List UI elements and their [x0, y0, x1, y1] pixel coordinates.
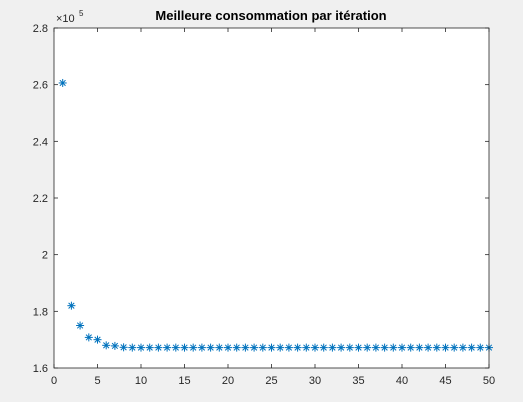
data-point	[354, 343, 363, 352]
data-point	[293, 343, 302, 352]
data-point	[250, 343, 259, 352]
data-point	[432, 343, 441, 352]
data-point	[450, 343, 459, 352]
data-point	[406, 343, 415, 352]
data-point	[458, 343, 467, 352]
y-tick-label: 2.8	[33, 23, 48, 35]
y-tick-label: 2.6	[33, 80, 48, 92]
data-point	[363, 343, 372, 352]
x-tick-label: 20	[222, 375, 234, 387]
data-point	[171, 343, 180, 352]
data-point	[389, 343, 398, 352]
data-point	[224, 343, 232, 352]
data-point	[58, 78, 67, 87]
x-tick-label: 30	[309, 375, 321, 387]
data-point	[415, 343, 424, 352]
data-point	[67, 301, 76, 310]
data-point	[206, 343, 215, 352]
data-point	[424, 343, 433, 352]
data-point	[345, 343, 354, 352]
data-point	[241, 343, 250, 352]
data-point	[93, 335, 102, 344]
x-tick-label: 40	[396, 375, 408, 387]
data-point	[302, 343, 311, 352]
y-tick-label: 1.6	[33, 363, 48, 375]
data-point	[119, 343, 128, 352]
data-point	[319, 343, 328, 352]
x-tick-label: 10	[135, 375, 147, 387]
x-tick-label: 50	[483, 375, 495, 387]
data-point	[76, 321, 85, 330]
y-tick-label: 2.2	[33, 193, 48, 205]
data-point	[197, 343, 206, 352]
x-tick-label: 15	[178, 375, 190, 387]
y-tick-label: 2.4	[33, 136, 48, 148]
data-point	[441, 343, 450, 352]
data-point	[180, 343, 189, 352]
data-point	[328, 343, 337, 352]
plot-area	[54, 28, 489, 368]
data-point	[311, 343, 319, 352]
x-tick-label: 5	[94, 375, 100, 387]
x-tick-label: 35	[352, 375, 364, 387]
data-point	[137, 343, 145, 352]
y-tick-label: 1.8	[33, 306, 48, 318]
data-point	[145, 343, 154, 352]
data-point	[154, 343, 163, 352]
data-point	[337, 343, 346, 352]
y-tick-label: 2	[42, 250, 48, 262]
data-point	[102, 341, 111, 350]
data-point	[128, 343, 137, 352]
y-axis: 1.6 1.8 2 2.2 2.4 2.6 2.8	[33, 23, 489, 375]
data-point	[189, 343, 198, 352]
axes-box	[53, 27, 490, 369]
data-point	[110, 341, 119, 350]
x-axis: 0 5 10 15 20 25 30 35 40 45 50	[51, 28, 495, 387]
data-series	[58, 78, 493, 352]
data-point	[232, 343, 241, 352]
data-point	[84, 333, 93, 342]
data-point	[476, 343, 485, 352]
data-point	[258, 343, 267, 352]
data-point	[284, 343, 293, 352]
x-tick-label: 45	[439, 375, 451, 387]
data-point	[371, 343, 380, 352]
data-point	[467, 343, 476, 352]
data-point	[380, 343, 389, 352]
data-point	[398, 343, 406, 352]
data-point	[163, 343, 172, 352]
chart-title: Meilleure consommation par itération	[155, 8, 386, 23]
x-tick-label: 0	[51, 375, 57, 387]
y-exponent-label: ×10 5	[56, 9, 84, 25]
data-point	[276, 343, 285, 352]
data-point	[267, 343, 276, 352]
data-point	[215, 343, 224, 352]
y-exponent-power: 5	[79, 9, 84, 18]
x-tick-label: 25	[265, 375, 277, 387]
y-exponent-base: ×10	[56, 13, 75, 25]
